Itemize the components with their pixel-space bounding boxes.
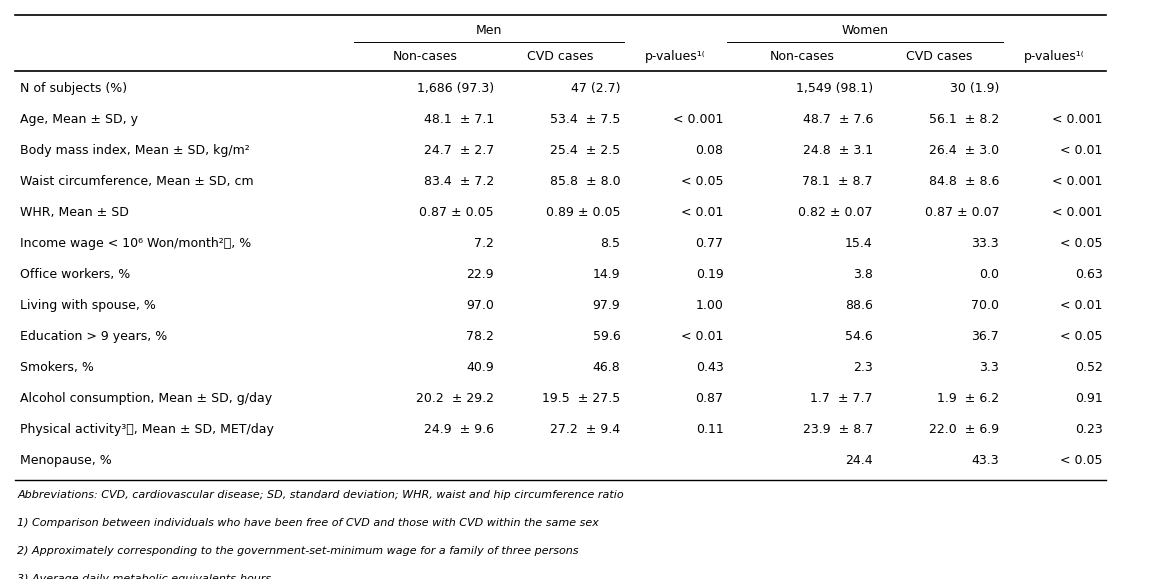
Text: Non-cases: Non-cases	[394, 50, 458, 63]
Text: 47 (2.7): 47 (2.7)	[571, 82, 620, 95]
Text: 56.1  ± 8.2: 56.1 ± 8.2	[929, 113, 999, 126]
Text: 2) Approximately corresponding to the government-set-minimum wage for a family o: 2) Approximately corresponding to the go…	[17, 546, 579, 556]
Text: Education > 9 years, %: Education > 9 years, %	[20, 330, 167, 343]
Text: Age, Mean ± SD, y: Age, Mean ± SD, y	[20, 113, 138, 126]
Text: 8.5: 8.5	[601, 237, 620, 250]
Text: 0.82 ± 0.07: 0.82 ± 0.07	[799, 206, 872, 219]
Text: Smokers, %: Smokers, %	[20, 361, 93, 374]
Text: < 0.01: < 0.01	[681, 330, 724, 343]
Text: 0.11: 0.11	[696, 423, 724, 436]
Text: Menopause, %: Menopause, %	[20, 454, 112, 467]
Text: 0.63: 0.63	[1075, 268, 1103, 281]
Text: < 0.001: < 0.001	[1052, 206, 1103, 219]
Text: < 0.01: < 0.01	[1060, 144, 1103, 157]
Text: < 0.01: < 0.01	[681, 206, 724, 219]
Text: < 0.05: < 0.05	[1060, 237, 1103, 250]
Text: 26.4  ± 3.0: 26.4 ± 3.0	[929, 144, 999, 157]
Text: 3) Average daily metabolic equivalents-hours: 3) Average daily metabolic equivalents-h…	[17, 574, 272, 579]
Text: Office workers, %: Office workers, %	[20, 268, 130, 281]
Text: 3.3: 3.3	[980, 361, 999, 374]
Text: 40.9: 40.9	[466, 361, 494, 374]
Text: 83.4  ± 7.2: 83.4 ± 7.2	[424, 175, 494, 188]
Text: 0.08: 0.08	[695, 144, 724, 157]
Text: 54.6: 54.6	[845, 330, 872, 343]
Text: Waist circumference, Mean ± SD, cm: Waist circumference, Mean ± SD, cm	[20, 175, 253, 188]
Text: 88.6: 88.6	[845, 299, 872, 312]
Text: WHR, Mean ± SD: WHR, Mean ± SD	[20, 206, 129, 219]
Text: Men: Men	[475, 24, 502, 37]
Text: 1) Comparison between individuals who have been free of CVD and those with CVD w: 1) Comparison between individuals who ha…	[17, 518, 600, 528]
Text: 22.0  ± 6.9: 22.0 ± 6.9	[929, 423, 999, 436]
Text: 2.3: 2.3	[853, 361, 872, 374]
Text: 24.4: 24.4	[845, 454, 872, 467]
Text: 20.2  ± 29.2: 20.2 ± 29.2	[416, 392, 494, 405]
Text: 48.1  ± 7.1: 48.1 ± 7.1	[424, 113, 494, 126]
Text: 0.91: 0.91	[1075, 392, 1103, 405]
Text: 0.23: 0.23	[1075, 423, 1103, 436]
Text: 1.00: 1.00	[695, 299, 724, 312]
Text: 0.52: 0.52	[1075, 361, 1103, 374]
Text: 59.6: 59.6	[593, 330, 620, 343]
Text: 19.5  ± 27.5: 19.5 ± 27.5	[542, 392, 620, 405]
Text: CVD cases: CVD cases	[906, 50, 973, 63]
Text: 24.9  ± 9.6: 24.9 ± 9.6	[424, 423, 494, 436]
Text: Women: Women	[841, 24, 889, 37]
Text: 1.7  ± 7.7: 1.7 ± 7.7	[810, 392, 872, 405]
Text: 85.8  ± 8.0: 85.8 ± 8.0	[550, 175, 620, 188]
Text: 3.8: 3.8	[853, 268, 872, 281]
Text: 48.7  ± 7.6: 48.7 ± 7.6	[802, 113, 872, 126]
Text: 1.9  ± 6.2: 1.9 ± 6.2	[937, 392, 999, 405]
Text: 1,549 (98.1): 1,549 (98.1)	[795, 82, 872, 95]
Text: 0.87: 0.87	[695, 392, 724, 405]
Text: 0.19: 0.19	[696, 268, 724, 281]
Text: 33.3: 33.3	[971, 237, 999, 250]
Text: Body mass index, Mean ± SD, kg/m²: Body mass index, Mean ± SD, kg/m²	[20, 144, 250, 157]
Text: < 0.001: < 0.001	[1052, 113, 1103, 126]
Text: Abbreviations: CVD, cardiovascular disease; SD, standard deviation; WHR, waist a: Abbreviations: CVD, cardiovascular disea…	[17, 490, 624, 500]
Text: N of subjects (%): N of subjects (%)	[20, 82, 127, 95]
Text: 97.0: 97.0	[466, 299, 494, 312]
Text: 23.9  ± 8.7: 23.9 ± 8.7	[802, 423, 872, 436]
Text: 24.8  ± 3.1: 24.8 ± 3.1	[802, 144, 872, 157]
Text: 14.9: 14.9	[593, 268, 620, 281]
Text: 84.8  ± 8.6: 84.8 ± 8.6	[929, 175, 999, 188]
Text: 0.0: 0.0	[980, 268, 999, 281]
Text: < 0.05: < 0.05	[1060, 454, 1103, 467]
Text: 0.89 ± 0.05: 0.89 ± 0.05	[546, 206, 620, 219]
Text: 25.4  ± 2.5: 25.4 ± 2.5	[550, 144, 620, 157]
Text: 0.87 ± 0.05: 0.87 ± 0.05	[419, 206, 494, 219]
Text: 70.0: 70.0	[971, 299, 999, 312]
Text: CVD cases: CVD cases	[527, 50, 594, 63]
Text: 53.4  ± 7.5: 53.4 ± 7.5	[550, 113, 620, 126]
Text: 43.3: 43.3	[971, 454, 999, 467]
Text: 27.2  ± 9.4: 27.2 ± 9.4	[550, 423, 620, 436]
Text: 1,686 (97.3): 1,686 (97.3)	[417, 82, 494, 95]
Text: Physical activity³⧡, Mean ± SD, MET/day: Physical activity³⧡, Mean ± SD, MET/day	[20, 423, 274, 436]
Text: < 0.001: < 0.001	[673, 113, 724, 126]
Text: 30 (1.9): 30 (1.9)	[950, 82, 999, 95]
Text: Non-cases: Non-cases	[769, 50, 834, 63]
Text: 0.77: 0.77	[695, 237, 724, 250]
Text: 78.1  ± 8.7: 78.1 ± 8.7	[802, 175, 872, 188]
Text: Alcohol consumption, Mean ± SD, g/day: Alcohol consumption, Mean ± SD, g/day	[20, 392, 272, 405]
Text: 97.9: 97.9	[593, 299, 620, 312]
Text: < 0.05: < 0.05	[1060, 330, 1103, 343]
Text: p-values¹⁽: p-values¹⁽	[1024, 50, 1084, 63]
Text: 0.87 ± 0.07: 0.87 ± 0.07	[924, 206, 999, 219]
Text: < 0.001: < 0.001	[1052, 175, 1103, 188]
Text: < 0.01: < 0.01	[1060, 299, 1103, 312]
Text: 0.43: 0.43	[696, 361, 724, 374]
Text: p-values¹⁽: p-values¹⁽	[645, 50, 706, 63]
Text: Income wage < 10⁶ Won/month²⧡, %: Income wage < 10⁶ Won/month²⧡, %	[20, 237, 251, 250]
Text: 7.2: 7.2	[474, 237, 494, 250]
Text: 46.8: 46.8	[593, 361, 620, 374]
Text: 36.7: 36.7	[971, 330, 999, 343]
Text: < 0.05: < 0.05	[681, 175, 724, 188]
Text: 22.9: 22.9	[466, 268, 494, 281]
Text: 78.2: 78.2	[466, 330, 494, 343]
Text: 15.4: 15.4	[845, 237, 872, 250]
Text: Living with spouse, %: Living with spouse, %	[20, 299, 155, 312]
Text: 24.7  ± 2.7: 24.7 ± 2.7	[424, 144, 494, 157]
